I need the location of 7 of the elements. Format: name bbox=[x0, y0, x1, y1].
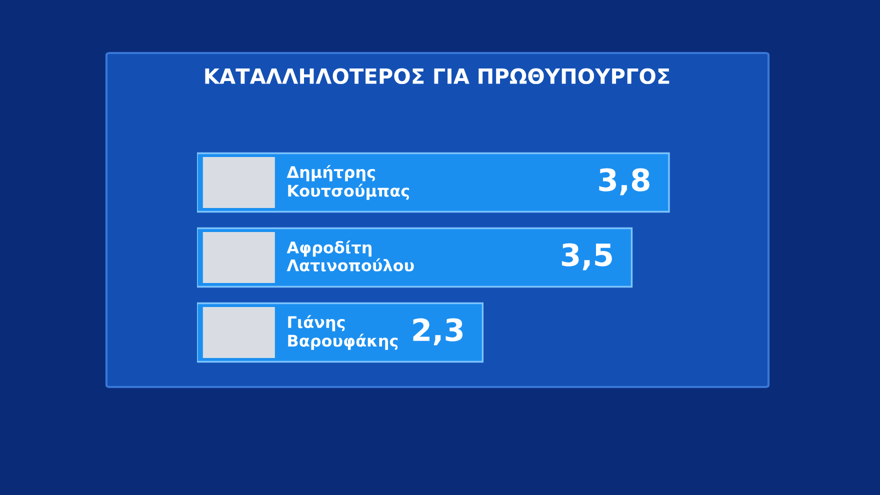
y-tick-label: Αφροδίτη Λατινοπούλου bbox=[286, 240, 414, 272]
chart-title: ΚΑΤΑΛΛΗΛΟΤΕΡΟΣ ΓΙΑ ΠΡΩΘΥΠΟΥΡΓΟΣ bbox=[205, 68, 670, 84]
data-label: 2,3 bbox=[413, 318, 463, 346]
data-label: 3,8 bbox=[599, 168, 650, 196]
y-tick-label: Γιάνης Βαρουφάκης bbox=[288, 315, 398, 350]
data-label: 3,5 bbox=[562, 243, 612, 270]
y-tick-label: Δημήτρης Κουτσούμπας bbox=[286, 165, 409, 200]
